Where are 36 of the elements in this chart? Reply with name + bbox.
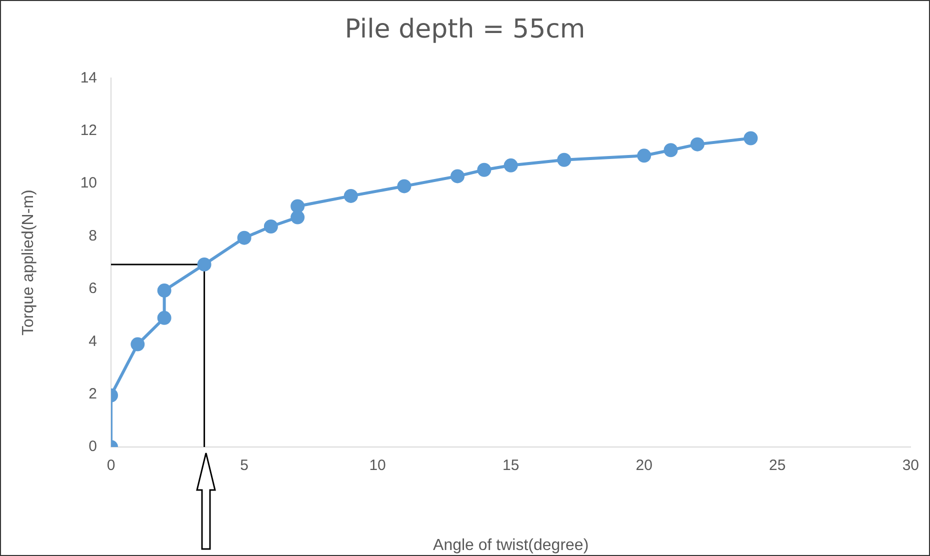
- y-axis-title: Torque applied(N-m): [20, 190, 38, 336]
- x-tick-label: 15: [502, 457, 520, 474]
- point: [237, 230, 252, 245]
- point: [157, 284, 172, 298]
- x-tick-label: 5: [240, 457, 248, 474]
- point: [450, 169, 465, 184]
- y-tick-label: 4: [88, 332, 97, 350]
- y-tick-label: 14: [80, 69, 97, 86]
- point: [157, 310, 172, 325]
- x-tick-label: 25: [769, 457, 786, 474]
- point: [504, 158, 518, 172]
- point: [290, 199, 305, 214]
- chart-title: Pile depth = 55cm: [344, 14, 586, 44]
- x-tick-label: 0: [106, 457, 116, 474]
- x-tick-label: 20: [636, 457, 652, 474]
- point: [344, 188, 358, 203]
- y-tick-label: 8: [88, 227, 97, 244]
- x-axis-title: Angle of twist(degree): [433, 536, 589, 554]
- y-tick-label: 6: [88, 280, 97, 298]
- y-tick-label: 2: [88, 385, 97, 402]
- x-tick-label: 30: [902, 457, 919, 474]
- point: [477, 162, 492, 177]
- x-tick-label: 10: [369, 457, 386, 474]
- point: [130, 337, 145, 352]
- point: [664, 143, 678, 158]
- y-tick-label: 12: [80, 122, 97, 140]
- point: [264, 220, 278, 234]
- y-tick-label: 0: [88, 438, 97, 456]
- point: [744, 131, 758, 146]
- point: [197, 257, 212, 272]
- y-tick-label: 10: [80, 174, 97, 192]
- point: [557, 152, 572, 167]
- point: [290, 210, 305, 224]
- point: [637, 148, 652, 163]
- point: [690, 137, 704, 152]
- point: [397, 179, 412, 194]
